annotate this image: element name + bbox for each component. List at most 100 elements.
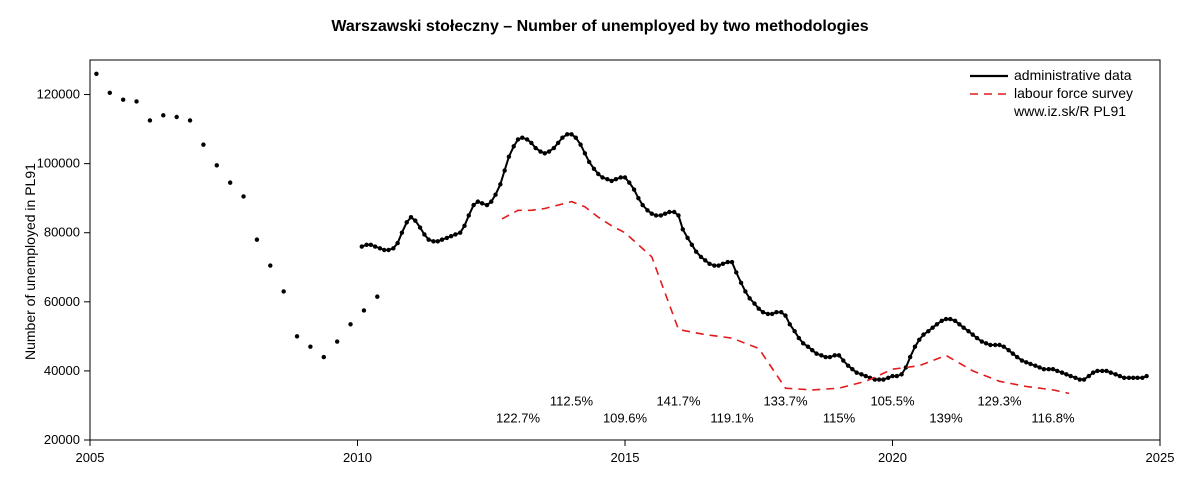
admin-marker <box>690 243 694 247</box>
admin-marker <box>881 377 885 381</box>
admin-marker <box>1140 376 1144 380</box>
legend-label: www.iz.sk/R PL91 <box>1013 103 1126 119</box>
admin-marker <box>1037 365 1041 369</box>
admin-marker <box>921 332 925 336</box>
admin-marker <box>1020 358 1024 362</box>
admin-marker <box>1011 351 1015 355</box>
admin-marker <box>405 220 409 224</box>
admin-marker <box>636 196 640 200</box>
chart-title: Warszawski stołeczny – Number of unemplo… <box>0 18 1200 36</box>
ratio-label: 116.8% <box>1031 411 1075 426</box>
admin-marker <box>770 312 774 316</box>
admin-marker <box>378 246 382 250</box>
admin-marker <box>864 374 868 378</box>
admin-marker <box>766 312 770 316</box>
admin-marker <box>828 355 832 359</box>
admin-marker <box>560 136 564 140</box>
admin-marker <box>627 180 631 184</box>
admin-marker <box>1002 345 1006 349</box>
admin-marker <box>422 232 426 236</box>
admin-marker <box>917 338 921 342</box>
admin-marker <box>926 329 930 333</box>
admin-marker <box>1047 367 1051 371</box>
admin-marker <box>935 322 939 326</box>
admin-marker <box>797 336 801 340</box>
admin-dot <box>161 113 165 117</box>
admin-marker <box>543 151 547 155</box>
admin-marker <box>930 326 934 330</box>
admin-dot <box>94 72 98 76</box>
admin-marker <box>360 244 364 248</box>
admin-marker <box>623 175 627 179</box>
admin-marker <box>574 136 578 140</box>
admin-marker <box>716 263 720 267</box>
admin-marker <box>886 376 890 380</box>
admin-marker <box>944 317 948 321</box>
admin-marker <box>895 374 899 378</box>
admin-marker <box>471 203 475 207</box>
admin-marker <box>600 175 604 179</box>
admin-marker <box>1078 377 1082 381</box>
admin-marker <box>988 343 992 347</box>
admin-marker <box>1051 367 1055 371</box>
admin-dot <box>108 91 112 95</box>
admin-marker <box>462 224 466 228</box>
admin-marker <box>1109 370 1113 374</box>
chart-svg: 2000040000600008000010000012000020052010… <box>0 0 1200 500</box>
x-tick-label: 2005 <box>76 450 105 465</box>
admin-marker <box>489 199 493 203</box>
admin-marker <box>654 213 658 217</box>
admin-marker <box>1006 348 1010 352</box>
admin-marker <box>971 332 975 336</box>
admin-marker <box>779 310 783 314</box>
admin-marker <box>801 341 805 345</box>
admin-marker <box>538 149 542 153</box>
admin-marker <box>850 367 854 371</box>
admin-marker <box>493 193 497 197</box>
admin-dot <box>335 339 339 343</box>
admin-marker <box>1118 374 1122 378</box>
admin-marker <box>569 132 573 136</box>
admin-marker <box>609 179 613 183</box>
admin-marker <box>485 203 489 207</box>
admin-marker <box>565 132 569 136</box>
legend-label: labour force survey <box>1014 85 1133 101</box>
y-tick-label: 80000 <box>44 225 80 240</box>
admin-marker <box>632 187 636 191</box>
admin-marker <box>1122 376 1126 380</box>
admin-marker <box>1082 377 1086 381</box>
admin-marker <box>975 336 979 340</box>
admin-marker <box>1104 369 1108 373</box>
admin-marker <box>819 353 823 357</box>
x-tick-label: 2020 <box>878 450 907 465</box>
admin-marker <box>502 168 506 172</box>
admin-marker <box>761 310 765 314</box>
admin-marker <box>533 146 537 150</box>
admin-marker <box>806 345 810 349</box>
admin-marker <box>854 370 858 374</box>
admin-marker <box>520 136 524 140</box>
chart-container: Warszawski stołeczny – Number of unemplo… <box>0 0 1200 500</box>
admin-marker <box>730 260 734 264</box>
y-tick-label: 120000 <box>37 87 80 102</box>
admin-marker <box>440 237 444 241</box>
admin-marker <box>1073 376 1077 380</box>
admin-marker <box>841 358 845 362</box>
admin-marker <box>556 141 560 145</box>
admin-dot <box>121 98 125 102</box>
ratio-label: 112.5% <box>550 393 594 408</box>
admin-marker <box>1144 374 1148 378</box>
admin-marker <box>1131 376 1135 380</box>
admin-marker <box>837 353 841 357</box>
ratio-label: 115% <box>823 411 856 426</box>
admin-marker <box>810 348 814 352</box>
admin-marker <box>436 239 440 243</box>
admin-marker <box>587 160 591 164</box>
admin-dot <box>348 322 352 326</box>
admin-marker <box>961 326 965 330</box>
x-tick-label: 2025 <box>1146 450 1175 465</box>
admin-marker <box>774 310 778 314</box>
admin-marker <box>712 263 716 267</box>
admin-marker <box>400 231 404 235</box>
ratio-label: 119.1% <box>710 411 754 426</box>
